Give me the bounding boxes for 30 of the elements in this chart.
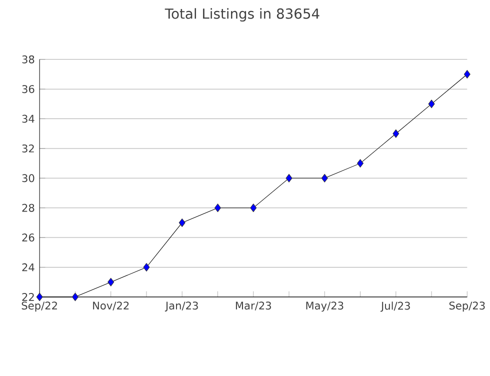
point	[143, 262, 150, 272]
point	[178, 218, 186, 227]
y-tick-label: 26	[22, 233, 34, 242]
y-tick-label: 32	[22, 144, 34, 152]
point	[36, 292, 43, 302]
point	[428, 100, 435, 108]
point	[108, 278, 114, 286]
y-tick-label: 24	[22, 263, 34, 272]
point	[392, 129, 400, 138]
x-tick-label: Jan/23	[164, 302, 198, 312]
x-tick-label: Jul/23	[380, 302, 410, 312]
point	[321, 174, 328, 182]
point	[214, 204, 221, 212]
point	[357, 159, 364, 168]
y-tick-label: 36	[22, 85, 34, 94]
y-tick-label: 28	[22, 204, 34, 212]
x-tick-label: Sep/23	[449, 302, 485, 312]
point	[464, 70, 470, 78]
point	[286, 174, 292, 182]
point	[250, 204, 257, 212]
x-tick-label: Sep/22	[22, 302, 57, 312]
y-tick-label: 38	[22, 55, 34, 64]
point	[72, 292, 78, 302]
x-tick-label: May/23	[306, 302, 344, 312]
chart-title: Total Listings in 83654	[164, 8, 320, 22]
x-tick-label: Nov/22	[93, 302, 129, 310]
y-tick-label: 34	[22, 114, 34, 123]
y-tick-label: 22	[22, 292, 34, 301]
x-tick-label: Mar/23	[236, 302, 271, 310]
y-tick-label: 30	[22, 174, 34, 182]
